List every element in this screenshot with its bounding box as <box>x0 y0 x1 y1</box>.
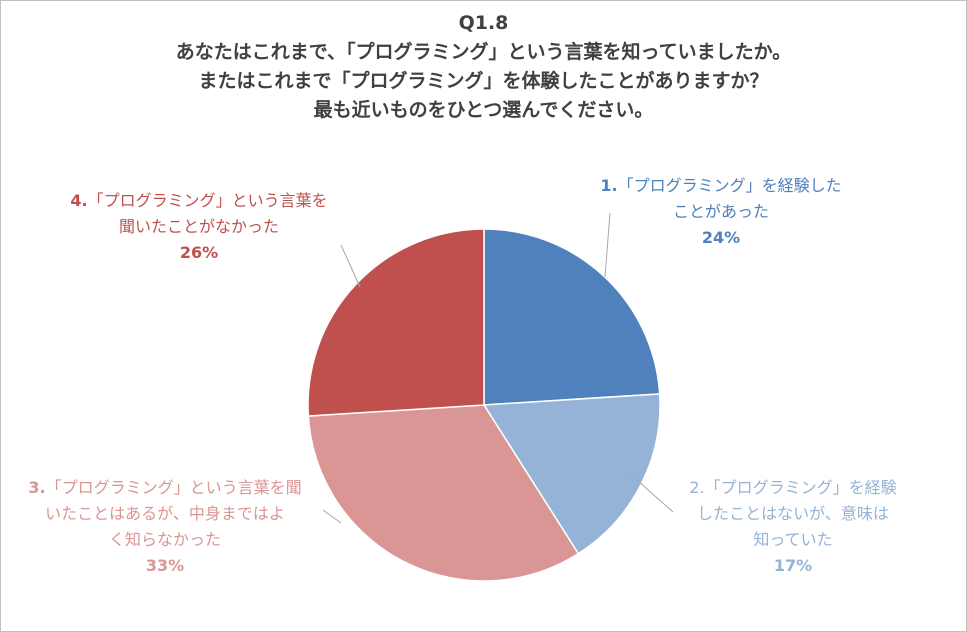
pie-slice-2 <box>482 393 661 555</box>
leader-line-1 <box>604 212 611 278</box>
slice-label-1-number: 1. <box>600 176 618 195</box>
slice-label-2-value: 17% <box>773 556 813 575</box>
leader-line-3 <box>322 509 342 524</box>
slice-label-4-number: 4. <box>70 191 88 210</box>
pie-slice-1 <box>483 228 661 406</box>
slice-label-2-text-1: 「プログラミング」を経験 <box>704 478 897 497</box>
slice-label-3-text-1: 「プログラミング」という言葉を聞 <box>45 478 302 497</box>
slice-label-2-number: 2. <box>689 478 705 497</box>
slice-label-2-text-2: したことはないが、意味は <box>697 504 889 523</box>
chart-title-line-4: 最も近いものをひとつ選んでください。 <box>313 99 654 121</box>
slice-label-3: 3.「プログラミング」という言葉を聞 いたことはあるが、中身まではよ く知らなか… <box>9 475 321 579</box>
slice-label-3-text-3: く知らなかった <box>108 530 221 549</box>
slice-label-3-text-2: いたことはあるが、中身まではよ <box>45 504 285 523</box>
slice-label-2-text-3: 知っていた <box>753 530 833 549</box>
leader-line-4 <box>340 244 361 288</box>
slice-label-4-text-2: 聞いたことがなかった <box>118 217 279 236</box>
slice-label-3-number: 3. <box>28 478 46 497</box>
slice-label-4-text-1: 「プログラミング」という言葉を <box>87 191 328 210</box>
leader-line-2 <box>628 472 674 513</box>
pie-slice-3 <box>307 404 580 582</box>
slice-label-4: 4.「プログラミング」という言葉を 聞いたことがなかった 26% <box>49 188 349 266</box>
slice-label-1-text-1: 「プログラミング」を経験した <box>617 176 842 195</box>
slice-label-3-value: 33% <box>145 556 185 575</box>
chart-title-line-2: あなたはこれまで、「プログラミング」という言葉を知っていましたか。 <box>175 41 792 63</box>
slice-label-1-value: 24% <box>701 228 741 247</box>
chart-title-line-1: Q1.8 <box>458 12 509 34</box>
pie-slice-4 <box>307 228 485 417</box>
chart-title: Q1.8 あなたはこれまで、「プログラミング」という言葉を知っていましたか。 ま… <box>1 9 966 125</box>
chart-title-line-3: またはこれまで「プログラミング」を体験したことがありますか？ <box>198 70 769 92</box>
slice-label-1: 1.「プログラミング」を経験した ことがあった 24% <box>591 173 851 251</box>
slice-label-1-text-2: ことがあった <box>672 202 769 221</box>
slice-label-2: 2.「プログラミング」を経験 したことはないが、意味は 知っていた 17% <box>673 475 913 579</box>
slice-label-4-value: 26% <box>179 243 219 262</box>
